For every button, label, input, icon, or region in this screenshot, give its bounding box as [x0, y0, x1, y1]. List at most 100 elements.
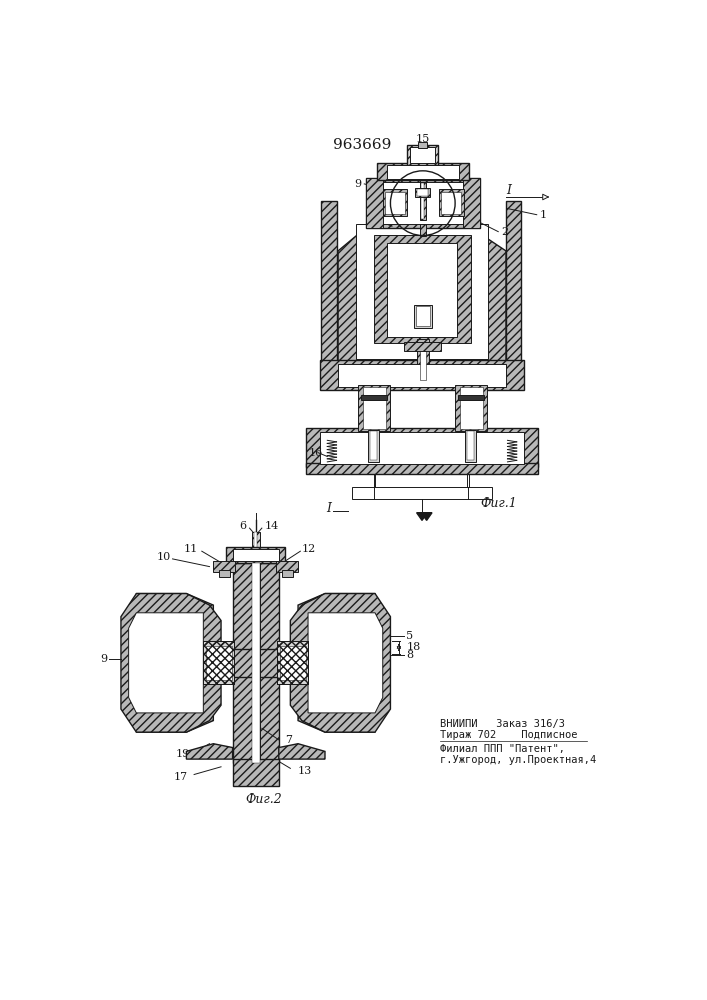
Bar: [416, 339, 429, 382]
Bar: [417, 189, 428, 196]
Bar: [321, 201, 337, 366]
Bar: [279, 646, 305, 680]
Text: ВНИИПИ   Заказ 316/3: ВНИИПИ Заказ 316/3: [440, 719, 566, 729]
Text: 8: 8: [406, 650, 413, 660]
Bar: [305, 428, 538, 466]
Bar: [320, 432, 525, 464]
Bar: [377, 182, 469, 224]
Bar: [407, 145, 438, 165]
Bar: [282, 570, 293, 577]
Text: I: I: [506, 184, 511, 197]
Polygon shape: [416, 513, 428, 520]
Text: I: I: [327, 502, 332, 515]
Bar: [414, 305, 432, 328]
Polygon shape: [129, 613, 204, 713]
Text: 2: 2: [501, 227, 508, 237]
Bar: [387, 165, 459, 179]
Bar: [277, 641, 308, 684]
Bar: [421, 183, 424, 219]
Bar: [358, 385, 390, 431]
Text: 7: 7: [285, 735, 292, 745]
Bar: [377, 163, 469, 180]
Bar: [460, 387, 483, 429]
Text: 3: 3: [382, 194, 390, 204]
Bar: [455, 385, 487, 431]
Text: 5: 5: [406, 631, 413, 641]
Bar: [218, 570, 230, 577]
Bar: [338, 364, 506, 387]
Bar: [404, 342, 441, 351]
Text: 12: 12: [302, 544, 316, 554]
Bar: [276, 561, 298, 572]
Polygon shape: [136, 594, 214, 649]
Bar: [387, 243, 457, 337]
Bar: [252, 532, 259, 786]
Bar: [420, 174, 426, 235]
Polygon shape: [136, 677, 214, 732]
Polygon shape: [187, 744, 233, 759]
Bar: [252, 563, 259, 763]
Bar: [439, 189, 464, 216]
Bar: [465, 430, 476, 462]
Bar: [361, 395, 387, 400]
Bar: [366, 178, 480, 228]
Bar: [356, 224, 489, 359]
Text: 1: 1: [540, 210, 547, 220]
Bar: [418, 142, 428, 148]
Text: 9: 9: [100, 654, 107, 664]
Bar: [382, 189, 407, 216]
Bar: [233, 549, 279, 561]
Bar: [206, 646, 232, 680]
Text: 15: 15: [416, 134, 430, 144]
Text: 14: 14: [265, 521, 279, 531]
Bar: [420, 182, 426, 220]
Text: 963669: 963669: [333, 138, 391, 152]
Bar: [463, 178, 480, 228]
Polygon shape: [308, 613, 382, 713]
Text: 4: 4: [371, 217, 378, 227]
Bar: [136, 649, 375, 677]
Bar: [411, 147, 435, 163]
Bar: [254, 532, 257, 786]
Bar: [467, 431, 474, 460]
Text: 9: 9: [354, 179, 361, 189]
Bar: [226, 547, 285, 563]
Bar: [366, 178, 382, 228]
Text: 19: 19: [176, 749, 190, 759]
Bar: [233, 563, 279, 763]
Polygon shape: [298, 677, 375, 732]
Text: 16: 16: [309, 448, 323, 458]
Text: Тираж 702    Подписное: Тираж 702 Подписное: [440, 730, 578, 740]
Bar: [320, 360, 525, 389]
Bar: [385, 192, 405, 214]
Bar: [214, 561, 235, 572]
Text: 6: 6: [240, 521, 247, 531]
Bar: [420, 342, 426, 380]
Bar: [370, 431, 377, 460]
Text: 17: 17: [174, 772, 188, 782]
Text: Фиг.2: Фиг.2: [245, 793, 282, 806]
Bar: [506, 201, 521, 366]
Text: 13: 13: [298, 766, 312, 776]
Bar: [204, 641, 234, 684]
Bar: [204, 641, 234, 684]
Bar: [441, 192, 461, 214]
Text: 11: 11: [184, 544, 198, 554]
Bar: [233, 759, 279, 786]
Text: Филиал ППП "Патент",: Филиал ППП "Патент",: [440, 744, 566, 754]
Text: 10: 10: [157, 552, 171, 562]
Bar: [277, 641, 308, 684]
Bar: [363, 387, 386, 429]
Polygon shape: [338, 220, 506, 363]
Polygon shape: [121, 594, 221, 732]
Bar: [368, 430, 379, 462]
Polygon shape: [421, 513, 432, 520]
Bar: [458, 395, 484, 400]
Bar: [305, 463, 538, 474]
Polygon shape: [279, 744, 325, 759]
Text: Фиг.1: Фиг.1: [480, 497, 517, 510]
Bar: [373, 235, 471, 343]
Polygon shape: [291, 594, 390, 732]
Text: 6: 6: [452, 194, 459, 204]
Bar: [415, 188, 431, 197]
